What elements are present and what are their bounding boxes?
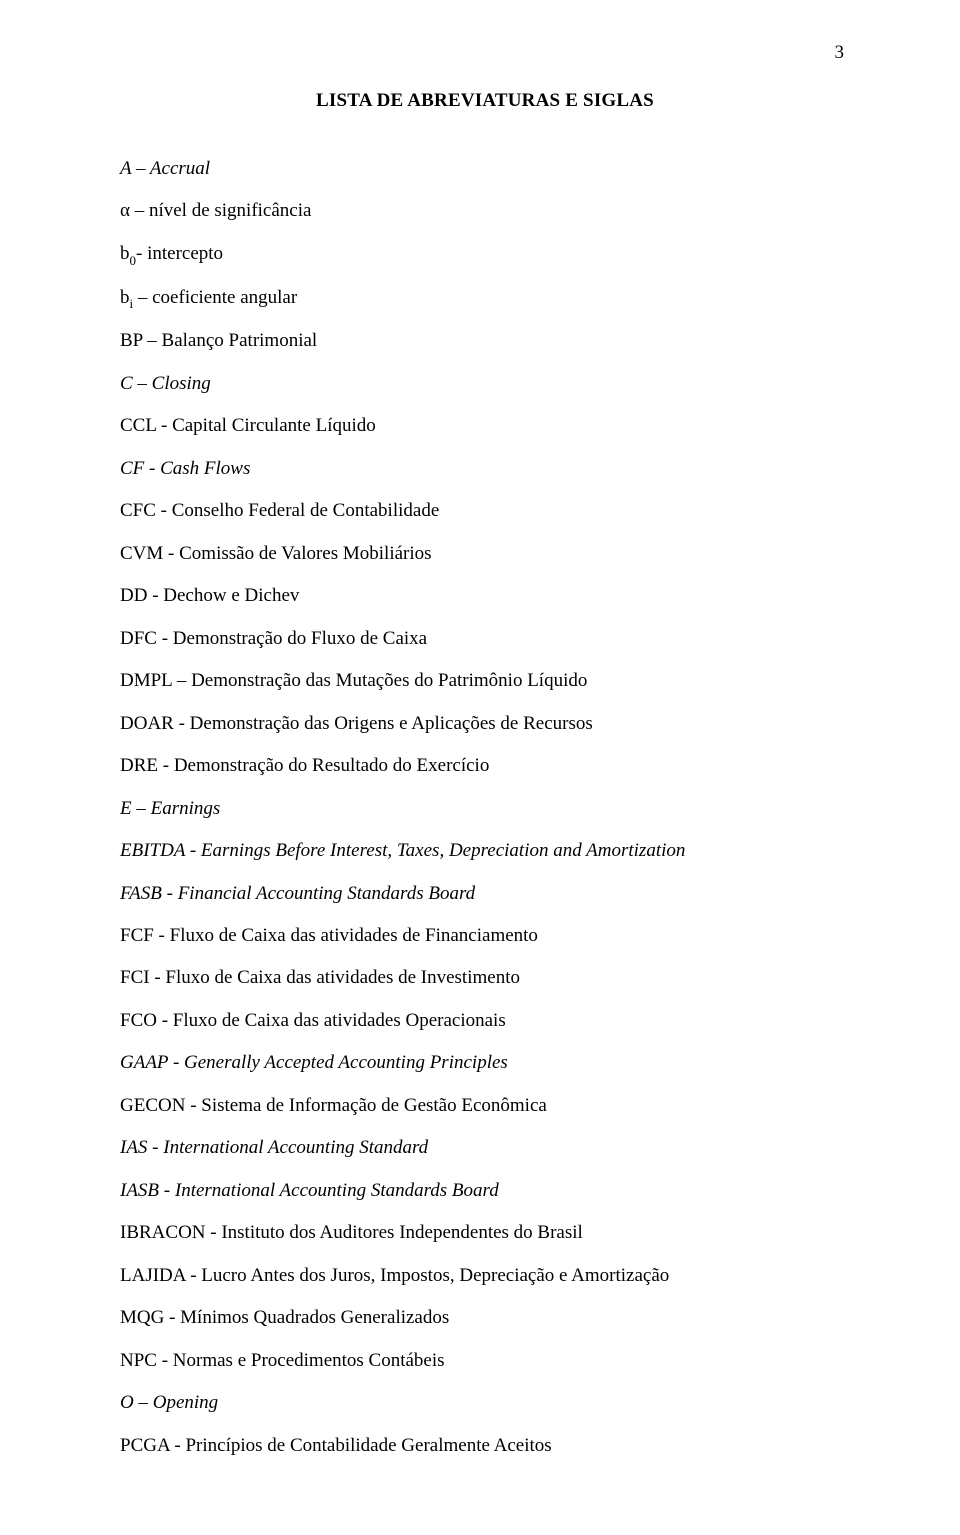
abbreviation-entry: LAJIDA - Lucro Antes dos Juros, Impostos… [120,1263,850,1290]
entry-text: EBITDA - Earnings Before Interest, Taxes… [120,840,685,861]
entry-text: FCO - Fluxo de Caixa das atividades Oper… [120,1010,506,1031]
entry-text: b [120,287,130,308]
abbreviation-entry: IAS - International Accounting Standard [120,1135,850,1162]
entry-text: b [120,243,130,264]
abbreviation-entry: FCF - Fluxo de Caixa das atividades de F… [120,923,850,950]
abbreviation-entry: EBITDA - Earnings Before Interest, Taxes… [120,838,850,865]
entry-post-text: - intercepto [136,243,223,264]
abbreviation-entry: GAAP - Generally Accepted Accounting Pri… [120,1050,850,1077]
abbreviation-entry: GECON - Sistema de Informação de Gestão … [120,1093,850,1120]
entry-text: BP – Balanço Patrimonial [120,330,317,351]
entry-text: DOAR - Demonstração das Origens e Aplica… [120,713,593,734]
abbreviation-entry: BP – Balanço Patrimonial [120,328,850,355]
abbreviation-entry: DOAR - Demonstração das Origens e Aplica… [120,711,850,738]
entry-text: MQG - Mínimos Quadrados Generalizados [120,1307,449,1328]
entry-text: E – Earnings [120,798,220,819]
abbreviation-entry: C – Closing [120,371,850,398]
entry-text: NPC - Normas e Procedimentos Contábeis [120,1350,445,1371]
entry-text: C – Closing [120,373,211,394]
entry-text: FCF - Fluxo de Caixa das atividades de F… [120,925,538,946]
entry-text: A – Accrual [120,158,210,179]
abbreviation-entry: DD - Dechow e Dichev [120,583,850,610]
entry-text: DMPL – Demonstração das Mutações do Patr… [120,670,587,691]
entry-text: DFC - Demonstração do Fluxo de Caixa [120,628,427,649]
abbreviation-entry: MQG - Mínimos Quadrados Generalizados [120,1305,850,1332]
entry-post-text: – coeficiente angular [133,287,297,308]
abbreviation-entry: α – nível de significância [120,198,850,225]
abbreviation-entry: FCO - Fluxo de Caixa das atividades Oper… [120,1008,850,1035]
abbreviation-entry: CFC - Conselho Federal de Contabilidade [120,498,850,525]
entry-text: FASB - Financial Accounting Standards Bo… [120,883,475,904]
abbreviation-entry: CCL - Capital Circulante Líquido [120,413,850,440]
entry-text: IAS - International Accounting Standard [120,1137,428,1158]
abbreviation-entry: A – Accrual [120,156,850,183]
abbreviation-entry: IASB - International Accounting Standard… [120,1178,850,1205]
abbreviation-entry: PCGA - Princípios de Contabilidade Geral… [120,1433,850,1460]
section-title: LISTA DE ABREVIATURAS E SIGLAS [120,90,850,112]
abbreviation-entry: O – Opening [120,1390,850,1417]
entry-text: IBRACON - Instituto dos Auditores Indepe… [120,1222,583,1243]
abbreviation-entry: NPC - Normas e Procedimentos Contábeis [120,1348,850,1375]
abbreviation-entry: FASB - Financial Accounting Standards Bo… [120,881,850,908]
abbreviation-entry: FCI - Fluxo de Caixa das atividades de I… [120,965,850,992]
abbreviation-list: A – Accrualα – nível de significânciab0-… [120,156,850,1460]
abbreviation-entry: b0- intercepto [120,241,850,269]
abbreviation-entry: bi – coeficiente angular [120,285,850,313]
entry-subscript: i [130,296,134,311]
entry-text: DD - Dechow e Dichev [120,585,299,606]
abbreviation-entry: E – Earnings [120,796,850,823]
abbreviation-entry: IBRACON - Instituto dos Auditores Indepe… [120,1220,850,1247]
entry-text: LAJIDA - Lucro Antes dos Juros, Impostos… [120,1265,669,1286]
entry-text: GAAP - Generally Accepted Accounting Pri… [120,1052,508,1073]
entry-text: CVM - Comissão de Valores Mobiliários [120,543,432,564]
entry-text: GECON - Sistema de Informação de Gestão … [120,1095,547,1116]
entry-text: O – Opening [120,1392,218,1413]
entry-text: CF - Cash Flows [120,458,250,479]
page-number: 3 [835,42,845,64]
entry-text: CFC - Conselho Federal de Contabilidade [120,500,439,521]
entry-text: CCL - Capital Circulante Líquido [120,415,376,436]
entry-text: α – nível de significância [120,200,311,221]
abbreviation-entry: DMPL – Demonstração das Mutações do Patr… [120,668,850,695]
entry-text: IASB - International Accounting Standard… [120,1180,499,1201]
abbreviation-entry: DFC - Demonstração do Fluxo de Caixa [120,626,850,653]
entry-text: PCGA - Princípios de Contabilidade Geral… [120,1435,552,1456]
entry-text: FCI - Fluxo de Caixa das atividades de I… [120,967,520,988]
entry-subscript: 0 [130,253,137,268]
abbreviation-entry: DRE - Demonstração do Resultado do Exerc… [120,753,850,780]
document-page: 3 LISTA DE ABREVIATURAS E SIGLAS A – Acc… [0,0,960,1535]
entry-text: DRE - Demonstração do Resultado do Exerc… [120,755,489,776]
abbreviation-entry: CF - Cash Flows [120,456,850,483]
abbreviation-entry: CVM - Comissão de Valores Mobiliários [120,541,850,568]
